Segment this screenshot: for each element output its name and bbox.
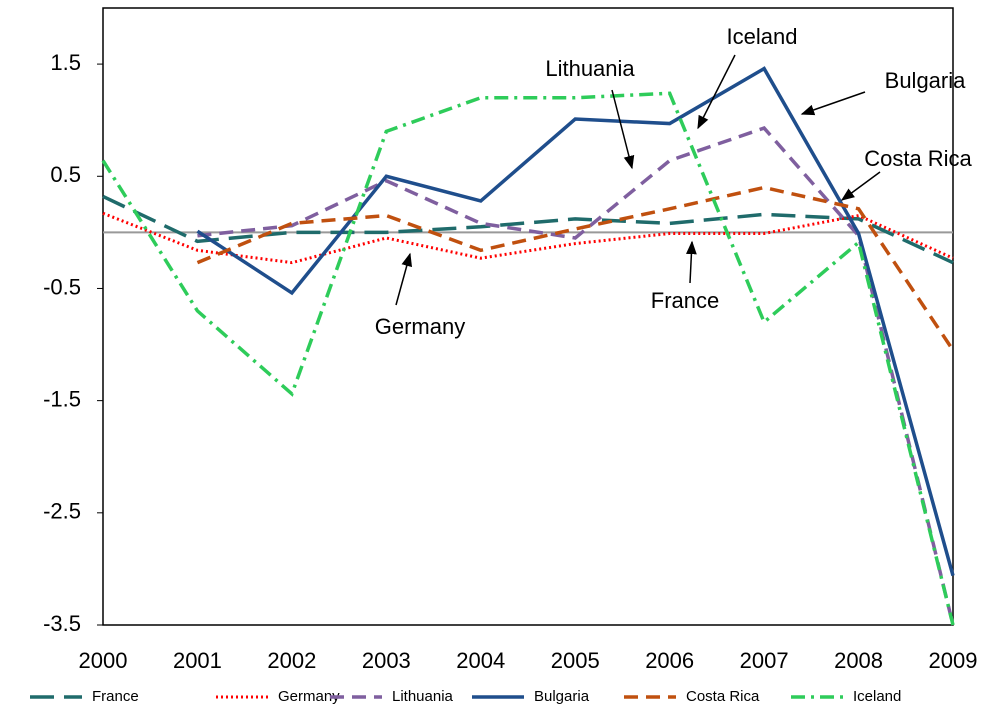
annotation: Costa Rica bbox=[864, 146, 972, 171]
series-line bbox=[101, 91, 955, 626]
legend-label: Bulgaria bbox=[534, 688, 590, 705]
annotation: France bbox=[651, 288, 719, 313]
annotation: Bulgaria bbox=[885, 68, 966, 93]
series-line bbox=[196, 66, 955, 577]
legend-label: Germany bbox=[278, 688, 340, 705]
x-tick-label: 2003 bbox=[362, 648, 411, 673]
legend-label: France bbox=[92, 688, 139, 705]
x-tick-label: 2006 bbox=[645, 648, 694, 673]
annotation: Iceland bbox=[727, 24, 798, 49]
annotation: Germany bbox=[375, 314, 465, 339]
arrow bbox=[686, 240, 697, 284]
arrow bbox=[395, 252, 412, 306]
y-tick-label: -1.5 bbox=[43, 386, 81, 411]
annotation: Lithuania bbox=[545, 56, 635, 81]
x-tick-label: 2007 bbox=[740, 648, 789, 673]
series-line bbox=[197, 125, 955, 626]
arrow bbox=[697, 54, 736, 130]
x-tick-label: 2001 bbox=[173, 648, 222, 673]
legend-label: Costa Rica bbox=[686, 688, 760, 705]
y-tick-label: 0.5 bbox=[50, 162, 81, 187]
y-tick-label: -2.5 bbox=[43, 499, 81, 524]
arrow bbox=[611, 89, 635, 170]
x-tick-label: 2005 bbox=[551, 648, 600, 673]
x-tick-label: 2009 bbox=[929, 648, 978, 673]
series-line bbox=[102, 194, 954, 265]
arrow bbox=[800, 91, 866, 116]
y-tick-label: -0.5 bbox=[43, 274, 81, 299]
arrow bbox=[840, 171, 881, 201]
plot-area bbox=[102, 7, 954, 626]
y-tick-label: 1.5 bbox=[50, 50, 81, 75]
x-tick-label: 2008 bbox=[834, 648, 883, 673]
x-tick-label: 2004 bbox=[456, 648, 505, 673]
series-line bbox=[196, 185, 955, 352]
legend-label: Iceland bbox=[853, 688, 901, 705]
legend-label: Lithuania bbox=[392, 688, 454, 705]
x-tick-label: 2000 bbox=[79, 648, 128, 673]
y-tick-label: -3.5 bbox=[43, 611, 81, 636]
annotations bbox=[395, 54, 881, 306]
x-tick-label: 2002 bbox=[267, 648, 316, 673]
